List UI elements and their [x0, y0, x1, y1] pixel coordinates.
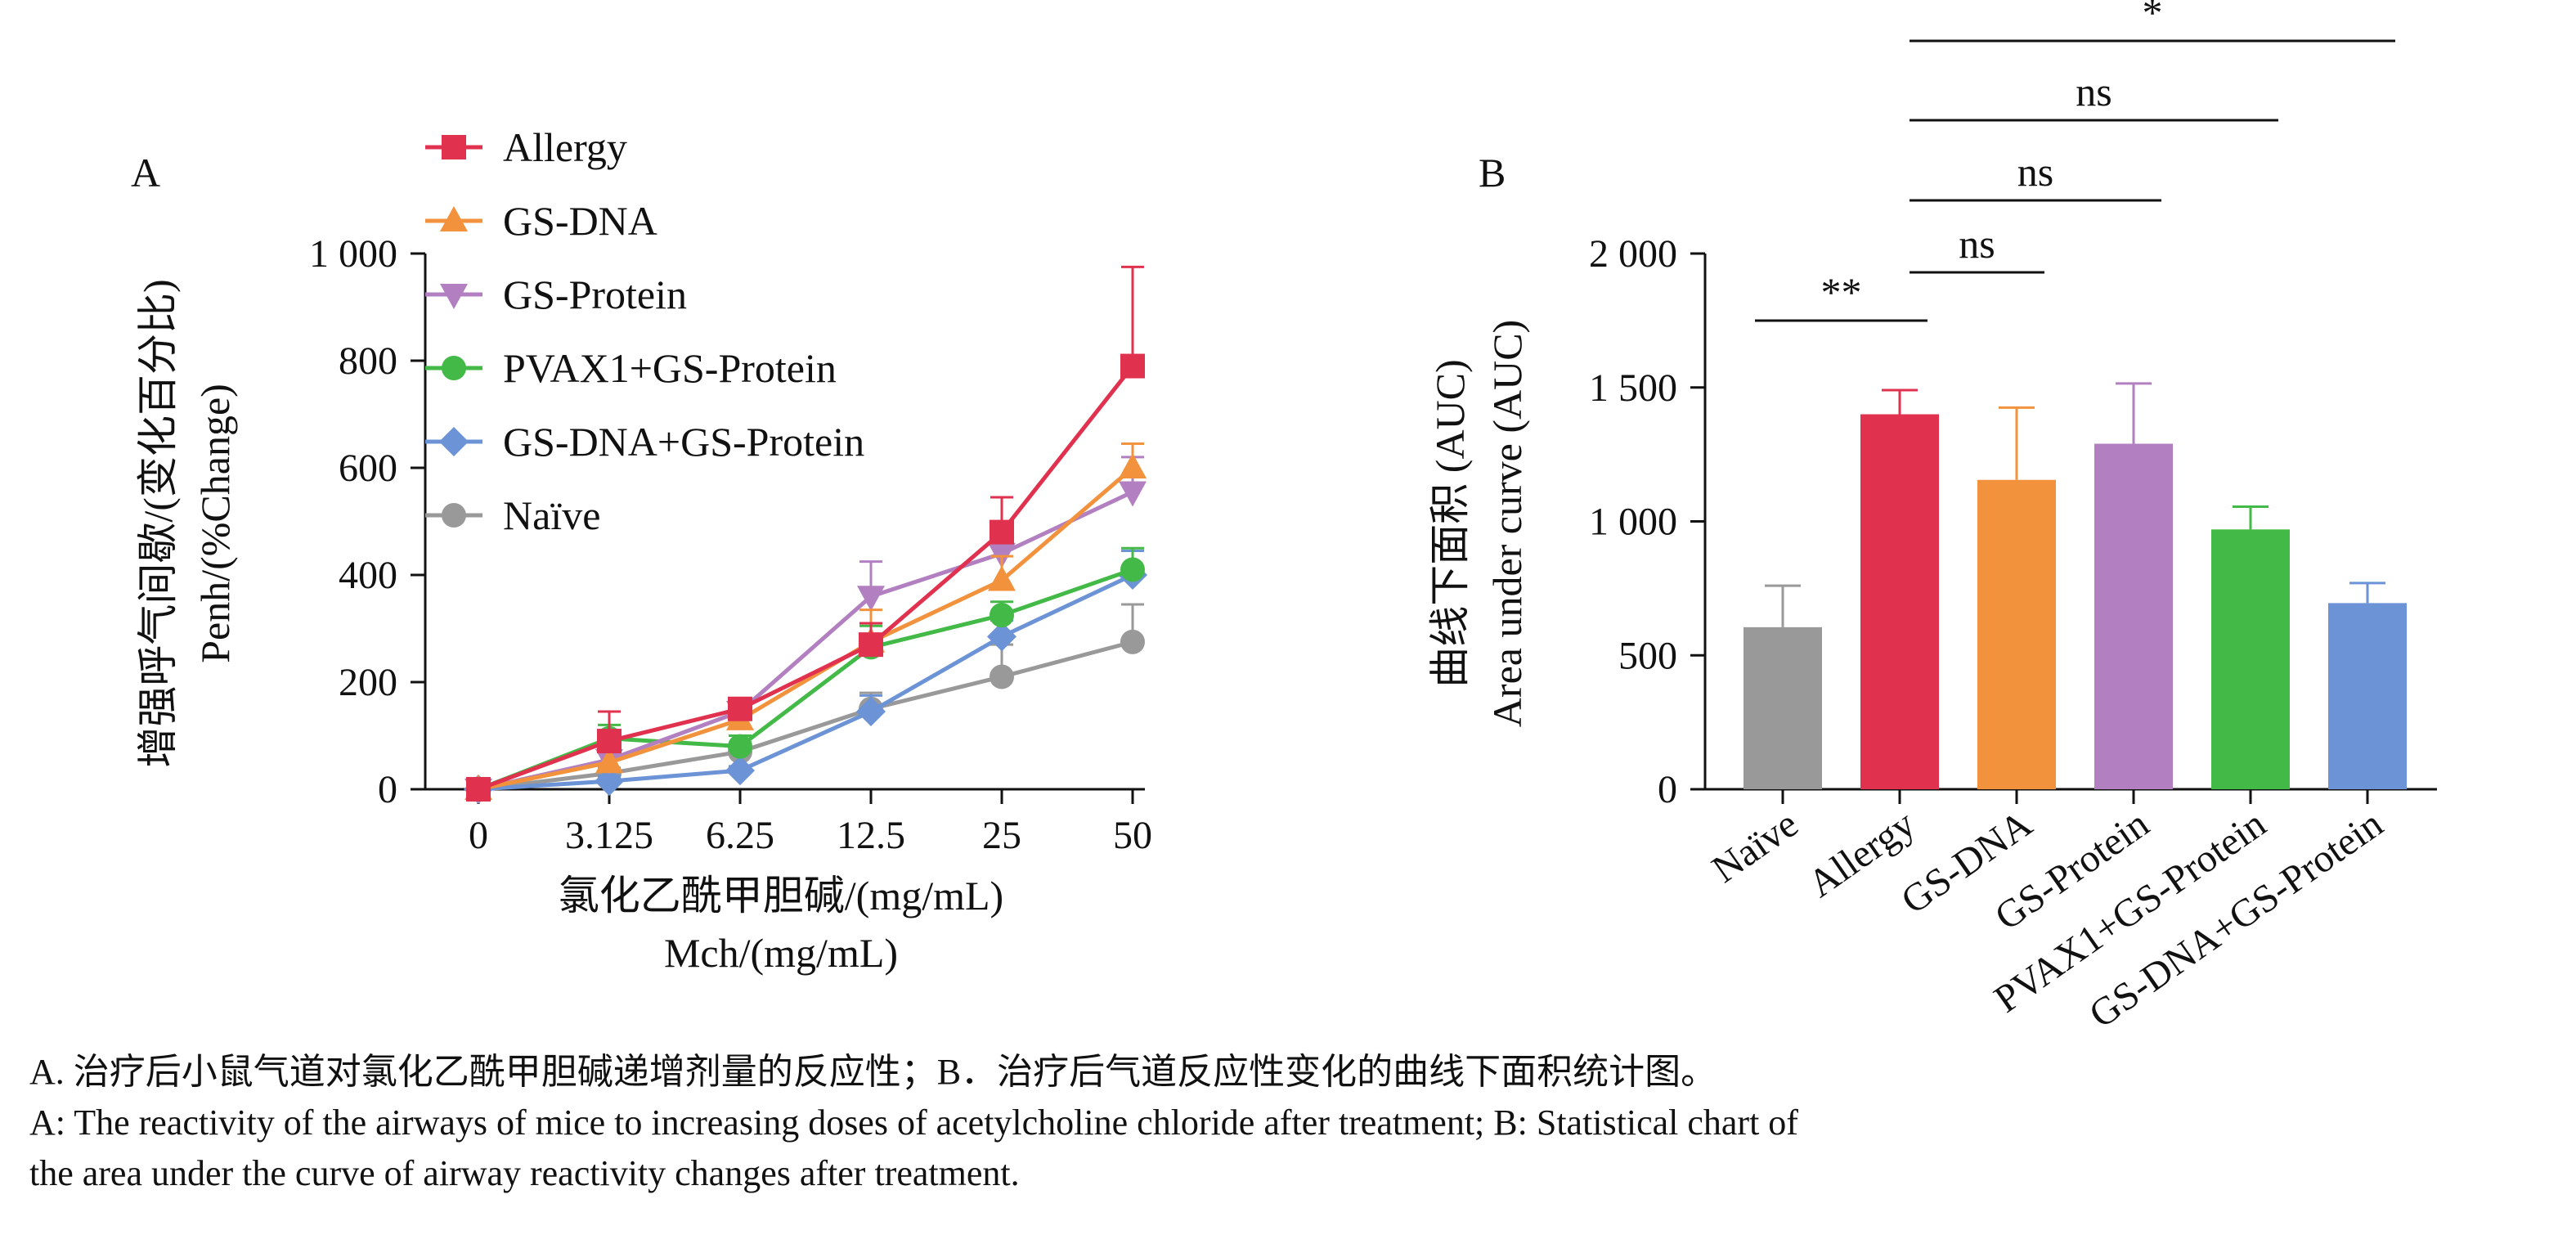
data-point-na-ve [990, 664, 1014, 689]
data-point-allergy [597, 729, 622, 754]
data-point-allergy [990, 519, 1014, 545]
data-point-allergy [728, 696, 752, 721]
bar-gs-protein [2094, 443, 2173, 789]
x-tick-label: 0 [469, 814, 488, 857]
data-point-allergy [466, 777, 491, 802]
legend-marker-allergy [442, 135, 466, 159]
panel-a-label: A [131, 150, 160, 195]
data-point-na-ve [1120, 629, 1145, 654]
series-line-gs-dna-gs-protein [478, 573, 1134, 792]
data-point-gs-dna [1119, 453, 1147, 478]
legend-label-na-ve: Naïve [503, 492, 600, 538]
series-line-gs-dna [478, 466, 1134, 792]
panel-b-ylabel-cn: 曲线下面积 (AUC) [1427, 359, 1473, 687]
panel-a-plot: 0 200 400 600 800 1 000 0 3.125 6.25 12.5 25 50 Alle… [309, 124, 1152, 857]
panel-a-xlabel-en: Mch/(mg/mL) [664, 930, 898, 976]
significance-label: ns [1959, 221, 1995, 267]
legend-marker-gs-dna [440, 206, 468, 231]
y-tick-label: 600 [339, 447, 397, 490]
y-tick-label: 1 000 [1589, 501, 1677, 544]
legend-marker-pvax1-gs-protein [442, 356, 466, 380]
y-tick-label: 1 500 [1589, 366, 1677, 410]
y-tick-label: 2 000 [1589, 232, 1677, 276]
data-point-gs-dna-gs-protein [595, 766, 624, 797]
legend-label-allergy: Allergy [503, 124, 627, 170]
y-tick-label: 0 [1658, 768, 1677, 811]
data-point-pvax1-gs-protein [990, 603, 1014, 628]
bar-pvax1-gs-protein [2211, 529, 2290, 789]
bar-allergy [1860, 414, 1939, 789]
series-line-pvax1-gs-protein [478, 568, 1133, 792]
x-tick-label: 12.5 [837, 814, 905, 857]
legend-marker-gs-dna-gs-protein [439, 427, 469, 456]
caption-line-2: A: The reactivity of the airways of mice… [29, 1103, 1798, 1143]
series-line-gs-protein [478, 490, 1134, 792]
legend-label-pvax1-gs-protein: PVAX1+GS-Protein [503, 345, 837, 391]
y-tick-label: 500 [1618, 634, 1677, 677]
panel-b-label: B [1479, 150, 1506, 195]
data-point-gs-dna-gs-protein [725, 756, 755, 786]
legend-label-gs-dna-gs-protein: GS-DNA+GS-Protein [503, 419, 864, 465]
y-tick-label: 200 [339, 661, 397, 704]
bar-na-ve [1744, 626, 1822, 789]
bar-gs-dna-gs-protein [2328, 603, 2407, 789]
x-tick-label: 6.25 [706, 814, 774, 857]
legend-marker-gs-protein [440, 284, 468, 309]
series-line-na-ve [478, 640, 1133, 792]
x-tick-label: 25 [982, 814, 1021, 857]
data-point-gs-dna-gs-protein [856, 697, 886, 727]
data-point-gs-dna [988, 565, 1016, 591]
significance-label: ns [2017, 149, 2053, 195]
series-line-allergy [478, 365, 1134, 792]
data-point-pvax1-gs-protein [728, 734, 752, 759]
series-allergy [466, 265, 1145, 802]
data-point-pvax1-gs-protein [1120, 557, 1145, 582]
bar-gs-dna [1977, 479, 2056, 789]
y-tick-label: 400 [339, 554, 397, 597]
x-tick-label-na-ve: Naïve [1704, 802, 1806, 891]
panel-a-ylabel-cn: 增强呼气间歇/(变化百分比) [135, 279, 181, 767]
legend-label-gs-dna: GS-DNA [503, 198, 657, 244]
data-point-gs-dna-gs-protein [987, 622, 1016, 652]
y-tick-label: 1 000 [309, 232, 397, 276]
panel-a-ylabel-en: Penh/(%Change) [192, 384, 238, 663]
data-point-allergy [1120, 353, 1145, 379]
significance-label: ns [2076, 69, 2112, 115]
legend-label-gs-protein: GS-Protein [503, 272, 687, 317]
figure-caption: A. 治疗后小鼠气道对氯化乙酰甲胆碱递增剂量的反应性；B．治疗后气道反应性变化的… [29, 1047, 2548, 1199]
data-point-gs-dna [595, 748, 623, 774]
figure: A 增强呼气间歇/(变化百分比) Penh/(%Change) 氯化乙酰甲胆碱/… [131, 0, 2437, 1031]
caption-line-3: the area under the curve of airway react… [29, 1153, 1020, 1193]
legend-marker-na-ve [442, 503, 466, 528]
x-tick-label: 3.125 [565, 814, 653, 857]
y-tick-label: 0 [378, 768, 397, 811]
caption-line-1: A. 治疗后小鼠气道对氯化乙酰甲胆碱递增剂量的反应性；B．治疗后气道反应性变化的… [29, 1052, 1717, 1092]
significance-label: * [2143, 0, 2163, 35]
x-tick-label: 50 [1113, 814, 1152, 857]
panel-b-ylabel-en: Area under curve (AUC) [1484, 320, 1530, 727]
data-point-gs-protein [857, 586, 885, 612]
significance-label: ** [1821, 269, 1862, 315]
data-point-gs-protein [1119, 481, 1147, 507]
data-point-allergy [859, 632, 883, 658]
y-tick-label: 800 [339, 339, 397, 383]
panel-a-xlabel-cn: 氯化乙酰甲胆碱/(mg/mL) [559, 873, 1003, 918]
